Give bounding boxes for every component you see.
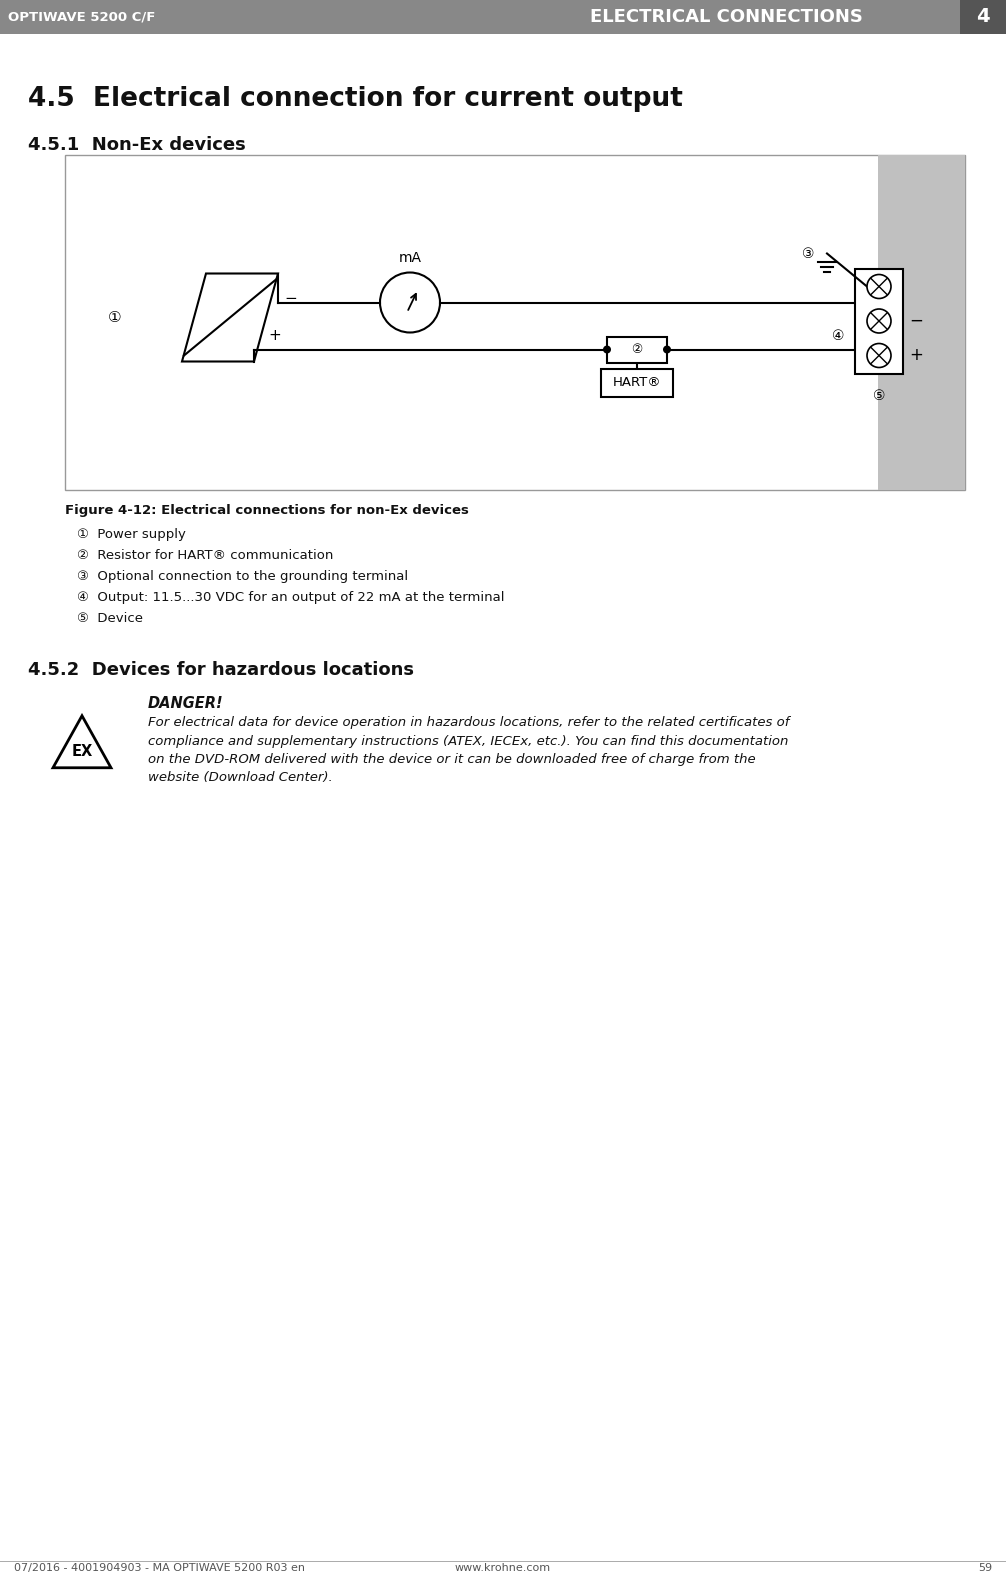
- Circle shape: [663, 345, 671, 353]
- Bar: [878, 154, 965, 490]
- Bar: [960, 0, 1006, 33]
- Text: ⑤: ⑤: [873, 390, 885, 404]
- Text: DANGER!: DANGER!: [148, 695, 223, 711]
- Bar: [601, 369, 673, 396]
- Text: 07/2016 - 4001904903 - MA OPTIWAVE 5200 R03 en: 07/2016 - 4001904903 - MA OPTIWAVE 5200 …: [14, 1562, 305, 1573]
- Text: Figure 4-12: Electrical connections for non-Ex devices: Figure 4-12: Electrical connections for …: [65, 504, 469, 517]
- Text: −: −: [909, 312, 923, 329]
- Text: ④: ④: [833, 328, 845, 342]
- Text: www.krohne.com: www.krohne.com: [455, 1562, 551, 1573]
- Text: EX: EX: [71, 745, 93, 759]
- Circle shape: [867, 275, 891, 299]
- Circle shape: [867, 344, 891, 368]
- Text: OPTIWAVE 5200 C/F: OPTIWAVE 5200 C/F: [8, 11, 155, 24]
- Text: ④  Output: 11.5...30 VDC for an output of 22 mA at the terminal: ④ Output: 11.5...30 VDC for an output of…: [77, 590, 504, 605]
- Text: −: −: [284, 291, 297, 305]
- Text: 4.5.1  Non-Ex devices: 4.5.1 Non-Ex devices: [28, 135, 245, 154]
- Text: For electrical data for device operation in hazardous locations, refer to the re: For electrical data for device operation…: [148, 716, 790, 784]
- Text: 4: 4: [976, 8, 990, 27]
- Text: ③  Optional connection to the grounding terminal: ③ Optional connection to the grounding t…: [77, 570, 408, 582]
- Bar: [0, 0, 1006, 33]
- Text: 4.5.2  Devices for hazardous locations: 4.5.2 Devices for hazardous locations: [28, 660, 414, 679]
- Text: ELECTRICAL CONNECTIONS: ELECTRICAL CONNECTIONS: [590, 8, 863, 25]
- Text: ⑤  Device: ⑤ Device: [77, 613, 143, 625]
- Circle shape: [867, 309, 891, 333]
- Text: ③: ③: [803, 248, 815, 261]
- Text: ②: ②: [632, 344, 643, 356]
- Polygon shape: [182, 274, 278, 361]
- Bar: [607, 337, 667, 363]
- Text: ①: ①: [109, 310, 122, 325]
- Text: HART®: HART®: [613, 375, 661, 390]
- Text: ②  Resistor for HART® communication: ② Resistor for HART® communication: [77, 549, 333, 562]
- Circle shape: [603, 345, 611, 353]
- Circle shape: [380, 272, 440, 333]
- Text: +: +: [909, 347, 923, 364]
- Polygon shape: [53, 716, 111, 768]
- Bar: [855, 269, 903, 374]
- Bar: [65, 154, 965, 490]
- Text: +: +: [268, 328, 281, 344]
- Text: ①  Power supply: ① Power supply: [77, 528, 186, 541]
- Text: 4.5  Electrical connection for current output: 4.5 Electrical connection for current ou…: [28, 86, 683, 111]
- Text: 59: 59: [978, 1562, 992, 1573]
- Text: mA: mA: [398, 251, 422, 266]
